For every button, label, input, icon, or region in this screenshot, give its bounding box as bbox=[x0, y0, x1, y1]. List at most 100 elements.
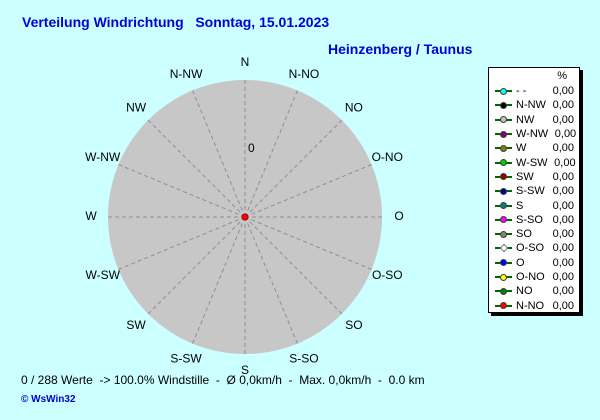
spoke-line-SW bbox=[147, 216, 246, 315]
series-marker-icon bbox=[495, 172, 512, 181]
spoke-line-O-NO bbox=[244, 164, 372, 218]
direction-label-O: O bbox=[394, 209, 403, 223]
marker-dot bbox=[500, 87, 507, 95]
series-marker-icon bbox=[495, 201, 512, 210]
legend-item-value: 0,00 bbox=[552, 242, 574, 255]
legend-row-SO: SO 0,00 bbox=[489, 227, 579, 241]
legend-item-value: 0,00 bbox=[552, 113, 574, 126]
series-marker-icon bbox=[495, 258, 512, 267]
legend-item-label: S-SW bbox=[516, 185, 545, 198]
legend-header-percent: % bbox=[557, 70, 567, 82]
legend-item-value: 0,00 bbox=[552, 170, 574, 183]
copyright-wswin32: © WsWin32 bbox=[21, 394, 76, 405]
marker-dot bbox=[500, 230, 507, 238]
marker-dot bbox=[500, 116, 507, 124]
legend-item-value: 0,00 bbox=[552, 85, 574, 98]
legend-item-label: O-SO bbox=[516, 242, 545, 255]
legend-item-label: N-NW bbox=[516, 99, 546, 112]
legend-row-S-SW: S-SW 0,00 bbox=[489, 184, 579, 198]
legend-item-label: W bbox=[516, 142, 527, 155]
legend-item-value: 0,00 bbox=[552, 285, 574, 298]
spoke-line-W-SW bbox=[118, 216, 246, 270]
series-marker-icon bbox=[495, 130, 512, 139]
direction-label-O-SO: O-SO bbox=[372, 268, 403, 282]
series-marker-icon bbox=[495, 301, 512, 310]
series-marker-icon bbox=[495, 87, 512, 96]
series-marker-icon bbox=[495, 144, 512, 153]
legend-row-S: S 0,00 bbox=[489, 198, 579, 212]
marker-dot bbox=[500, 287, 507, 295]
spoke-line-S-SO bbox=[244, 216, 298, 344]
marker-dot bbox=[500, 173, 507, 181]
direction-label-S-SW: S-SW bbox=[170, 351, 202, 365]
legend-item-value: 0,00 bbox=[552, 99, 574, 112]
spoke-line-NW bbox=[147, 119, 246, 218]
legend-item-label: NW bbox=[516, 113, 535, 126]
series-marker-icon bbox=[495, 230, 512, 239]
spoke-line-N-NW bbox=[192, 90, 246, 218]
spoke-line-W-NW bbox=[118, 164, 246, 218]
legend-row-N-NO: N-NO 0,00 bbox=[489, 298, 579, 312]
legend-item-label: S-SO bbox=[516, 213, 543, 226]
chart-title: Verteilung Windrichtung Sonntag, 15.01.2… bbox=[22, 14, 330, 30]
legend-row---: - - 0,00 bbox=[489, 84, 579, 98]
legend-item-value: 0,00 bbox=[554, 156, 576, 169]
series-marker-icon bbox=[495, 244, 512, 253]
legend-row-NO: NO 0,00 bbox=[489, 284, 579, 298]
direction-label-N: N bbox=[241, 55, 250, 69]
marker-dot bbox=[500, 187, 507, 195]
marker-dot bbox=[500, 302, 507, 310]
direction-label-W-SW: W-SW bbox=[86, 268, 121, 282]
legend-item-value: 0,00 bbox=[552, 228, 574, 241]
legend-row-SW: SW 0,00 bbox=[489, 170, 579, 184]
legend-item-value: 0,00 bbox=[552, 199, 574, 212]
spoke-line-O-SO bbox=[244, 216, 372, 270]
direction-label-SO: SO bbox=[345, 318, 362, 332]
direction-label-S-SO: S-SO bbox=[289, 351, 318, 365]
legend-item-value: 0,00 bbox=[552, 299, 574, 312]
legend-row-W: W 0,00 bbox=[489, 141, 579, 155]
spoke-line-NO bbox=[244, 119, 343, 218]
series-marker-icon bbox=[495, 215, 512, 224]
direction-label-N-NW: N-NW bbox=[170, 67, 203, 81]
series-marker-icon bbox=[495, 273, 512, 282]
legend-item-label: O bbox=[516, 256, 525, 269]
marker-dot bbox=[500, 144, 507, 152]
legend-item-value: 0,00 bbox=[552, 256, 574, 269]
legend-row-W-NW: W-NW 0,00 bbox=[489, 127, 579, 141]
legend-item-value: 0,00 bbox=[554, 128, 577, 141]
legend-row-N-NW: N-NW 0,00 bbox=[489, 98, 579, 112]
series-marker-icon bbox=[495, 158, 512, 167]
legend-item-value: 0,00 bbox=[552, 185, 574, 198]
center-marker bbox=[241, 213, 249, 221]
legend-row-NW: NW 0,00 bbox=[489, 113, 579, 127]
legend-item-label: - - bbox=[516, 85, 527, 98]
direction-label-W: W bbox=[85, 209, 97, 223]
direction-label-W-NW: W-NW bbox=[85, 150, 121, 164]
marker-dot bbox=[500, 273, 507, 281]
radial-scale-label: 0 bbox=[248, 141, 255, 155]
direction-label-N-NO: N-NO bbox=[289, 67, 320, 81]
legend-row-W-SW: W-SW 0,00 bbox=[489, 155, 579, 169]
legend-row-O: O 0,00 bbox=[489, 256, 579, 270]
direction-label-NW: NW bbox=[126, 100, 147, 114]
legend-item-value: 0,00 bbox=[552, 213, 574, 226]
legend-row-O-SO: O-SO 0,00 bbox=[489, 241, 579, 255]
marker-dot bbox=[500, 159, 507, 167]
spoke-line-N-NO bbox=[244, 90, 298, 218]
legend: % - -0,00 N-NW 0,00 NW 0,00 W-NW 0,00 W 0,00 W-SW… bbox=[488, 67, 580, 313]
marker-dot bbox=[500, 101, 507, 109]
legend-item-value: 0,00 bbox=[552, 142, 574, 155]
spoke-line-SO bbox=[244, 216, 343, 315]
direction-label-S: S bbox=[241, 363, 249, 377]
legend-item-label: S bbox=[516, 199, 524, 212]
legend-row-O-NO: O-NO 0,00 bbox=[489, 270, 579, 284]
legend-item-label: NO bbox=[516, 285, 533, 298]
series-marker-icon bbox=[495, 287, 512, 296]
legend-item-value: 0,00 bbox=[552, 271, 574, 283]
spoke-line-S-SW bbox=[192, 216, 246, 344]
legend-item-label: O-NO bbox=[516, 271, 545, 283]
series-marker-icon bbox=[495, 187, 512, 196]
